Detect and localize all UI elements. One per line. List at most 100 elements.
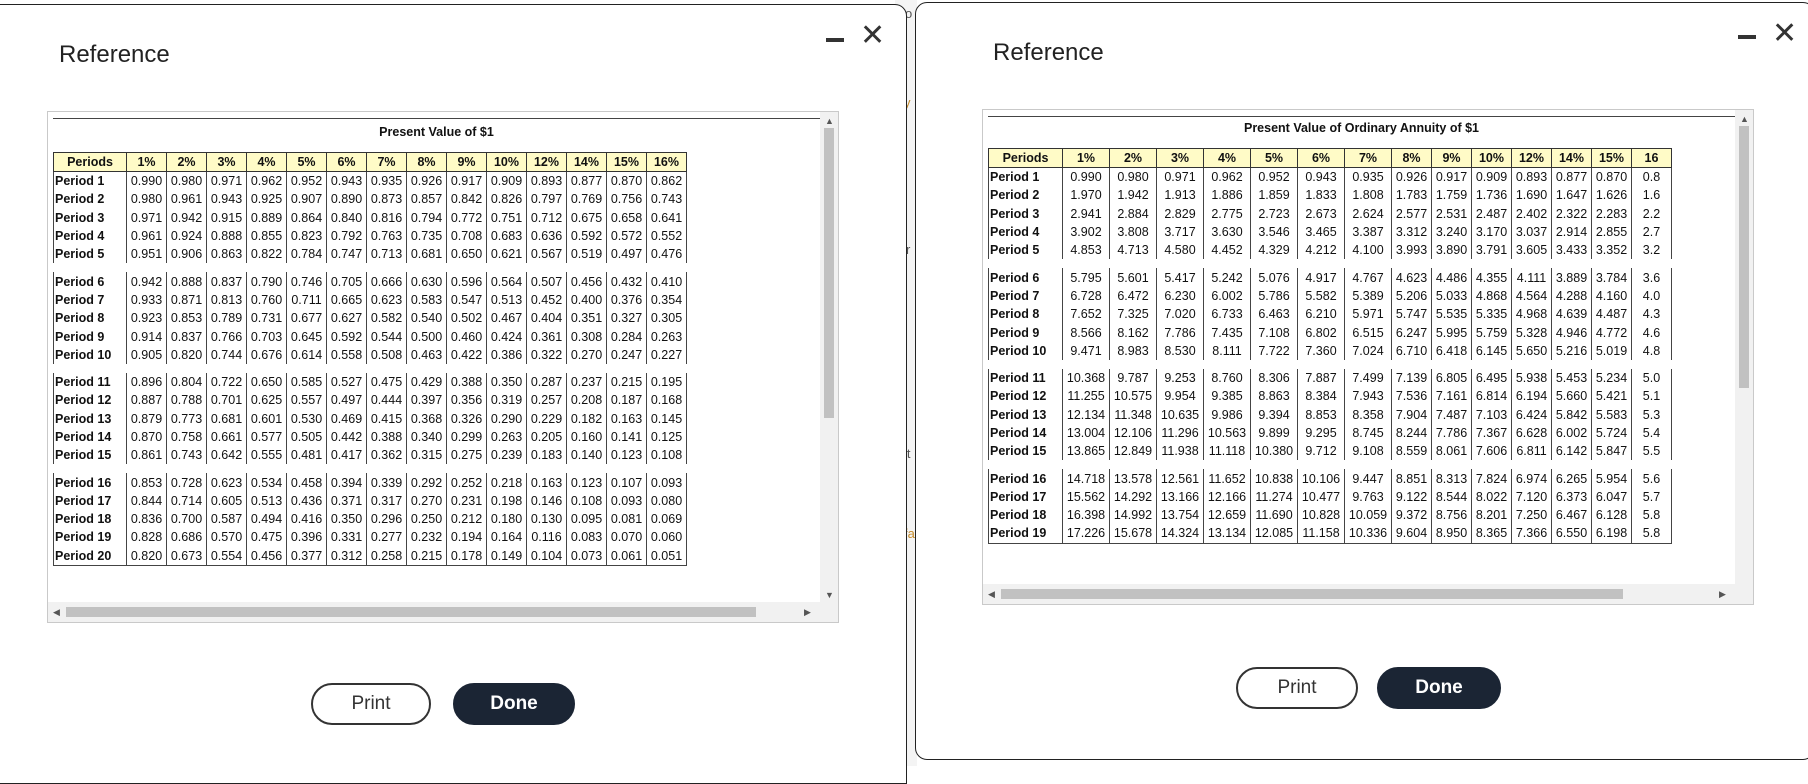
- factor-cell: 0.772: [446, 208, 487, 227]
- factor-cell: 0.327: [606, 309, 647, 328]
- factor-cell: 4.713: [1109, 241, 1157, 264]
- factor-cell: 0.794: [406, 208, 447, 227]
- factor-cell: 0.208: [566, 391, 607, 410]
- minimize-icon[interactable]: [826, 38, 844, 42]
- table-row: Period 2 0.980 0.961 0.943 0.925 0.907 0.890 0.…: [53, 190, 687, 209]
- factor-cell: 3.240: [1431, 222, 1472, 242]
- table-viewport[interactable]: Present Value of Ordinary Annuity of $1 …: [982, 109, 1754, 605]
- factor-cell: 5.842: [1551, 405, 1592, 424]
- vertical-scrollbar[interactable]: ▲: [1735, 110, 1753, 584]
- horizontal-scroll-thumb[interactable]: [1001, 589, 1623, 599]
- factor-cell: 9.108: [1344, 442, 1392, 465]
- periods-header: Periods: [988, 148, 1063, 168]
- table-header-row: Periods 1% 2% 3% 4% 5% 6% 7% 8% 9% 10% 12% 14% 15% 16%: [53, 152, 687, 172]
- factor-cell: 0.502: [446, 309, 487, 328]
- scroll-up-icon[interactable]: ▲: [825, 116, 834, 126]
- factor-cell: 10.563: [1203, 423, 1251, 443]
- vertical-scroll-thumb[interactable]: [1739, 126, 1749, 388]
- factor-cell: 0.317: [366, 491, 407, 511]
- rate-column-header: 3%: [206, 152, 247, 172]
- factor-cell: 0.467: [486, 309, 527, 328]
- factor-cell: 0.952: [1250, 167, 1298, 187]
- factor-cell: 0.714: [166, 491, 207, 511]
- factor-cell: 0.388: [446, 364, 487, 392]
- print-button[interactable]: Print: [311, 683, 431, 725]
- factor-cell: 4.6: [1631, 323, 1672, 342]
- vertical-scrollbar[interactable]: ▲ ▼: [820, 112, 838, 602]
- factor-cell: 0.163: [606, 409, 647, 428]
- factor-cell: 0.547: [446, 290, 487, 310]
- factor-cell: 1.808: [1344, 186, 1392, 205]
- factor-cell: 5.206: [1391, 286, 1432, 306]
- close-icon[interactable]: ✕: [1772, 17, 1798, 50]
- factor-cell: 0.361: [526, 327, 567, 346]
- factor-cell: 0.923: [126, 309, 167, 328]
- rate-column-header: 8%: [406, 152, 447, 172]
- factor-cell: 4.329: [1250, 241, 1298, 264]
- factor-cell: 0.540: [406, 309, 447, 328]
- factor-cell: 8.851: [1391, 460, 1432, 488]
- factor-cell: 4.639: [1551, 305, 1592, 324]
- scroll-left-icon[interactable]: ◀: [53, 607, 60, 617]
- factor-cell: 6.802: [1297, 323, 1345, 342]
- rate-column-header: 4%: [1203, 148, 1251, 168]
- factor-cell: 0.990: [126, 171, 167, 191]
- factor-cell: 0.756: [606, 190, 647, 209]
- table-viewport[interactable]: Present Value of $1 Periods 1% 2% 3% 4% 5% 6% 7…: [47, 111, 839, 623]
- factor-cell: 9.899: [1250, 423, 1298, 443]
- factor-cell: 0.205: [526, 427, 567, 447]
- factor-cell: 2.283: [1591, 204, 1632, 223]
- factor-cell: 0.368: [406, 409, 447, 428]
- factor-cell: 0.735: [406, 226, 447, 246]
- factor-cell: 0.673: [166, 546, 207, 566]
- factor-cell: 0.356: [446, 391, 487, 410]
- horizontal-scroll-thumb[interactable]: [66, 607, 756, 617]
- factor-cell: 5.0: [1631, 360, 1672, 388]
- factor-cell: 0.125: [646, 427, 687, 447]
- factor-cell: 0.432: [606, 263, 647, 291]
- done-button[interactable]: Done: [1377, 667, 1501, 709]
- close-icon[interactable]: ✕: [860, 19, 886, 52]
- factor-cell: 0.527: [326, 364, 367, 392]
- horizontal-scrollbar[interactable]: ◀ ▶: [983, 584, 1753, 604]
- period-label: Period 5: [988, 241, 1063, 264]
- rate-column-header: 10%: [1471, 148, 1512, 168]
- rate-column-header: 15%: [606, 152, 647, 172]
- factor-cell: 0.577: [246, 427, 287, 447]
- scroll-up-icon[interactable]: ▲: [1740, 114, 1749, 124]
- factor-cell: 1.6: [1631, 186, 1672, 205]
- factor-cell: 0.816: [366, 208, 407, 227]
- factor-cell: 0.713: [366, 245, 407, 268]
- factor-cell: 0.837: [206, 263, 247, 291]
- period-label: Period 6: [988, 259, 1063, 287]
- scroll-left-icon[interactable]: ◀: [988, 589, 995, 599]
- factor-cell: 6.145: [1471, 341, 1512, 365]
- factor-cell: 0.962: [1203, 167, 1251, 187]
- horizontal-scrollbar[interactable]: ◀ ▶: [48, 602, 838, 622]
- factor-cell: 0.123: [606, 446, 647, 469]
- scroll-right-icon[interactable]: ▶: [1719, 589, 1726, 599]
- print-button[interactable]: Print: [1236, 667, 1358, 709]
- vertical-scroll-thumb[interactable]: [824, 128, 834, 418]
- factor-cell: 0.790: [246, 263, 287, 291]
- factor-cell: 0.746: [286, 263, 327, 291]
- factor-cell: 0.788: [166, 391, 207, 410]
- factor-cell: 9.954: [1156, 387, 1204, 406]
- factor-cell: 0.933: [126, 290, 167, 310]
- period-label: Period 18: [53, 510, 127, 529]
- scroll-right-icon[interactable]: ▶: [804, 607, 811, 617]
- minimize-icon[interactable]: [1738, 35, 1756, 39]
- factor-cell: 0.681: [406, 245, 447, 268]
- factor-cell: 0.312: [326, 546, 367, 566]
- table-top-rule: [53, 118, 820, 119]
- background-text-fragment: y: [904, 95, 911, 110]
- factor-cell: 6.733: [1203, 305, 1251, 324]
- factor-cell: 0.263: [646, 327, 687, 346]
- factor-cell: 8.559: [1391, 442, 1432, 465]
- factor-cell: 9.787: [1109, 360, 1157, 388]
- factor-cell: 0.896: [126, 364, 167, 392]
- done-button[interactable]: Done: [453, 683, 575, 725]
- rate-column-header: 16: [1631, 148, 1672, 168]
- factor-cell: 0.339: [366, 464, 407, 492]
- scroll-down-icon[interactable]: ▼: [825, 590, 834, 600]
